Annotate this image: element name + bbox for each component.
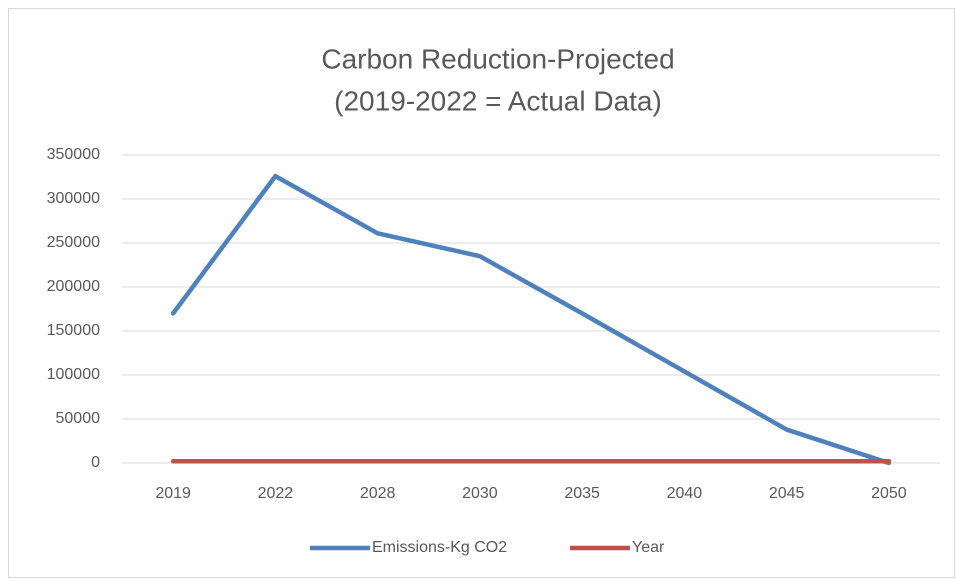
chart-title: Carbon Reduction-Projected [321,43,674,74]
x-tick-label: 2035 [564,485,600,502]
x-tick-label: 2028 [360,485,396,502]
x-tick-label: 2045 [769,485,805,502]
y-tick-label: 300000 [47,190,100,207]
chart-border [8,8,955,578]
legend-label: Emissions-Kg CO2 [372,539,507,556]
x-tick-label: 2022 [258,485,294,502]
y-tick-label: 0 [91,454,100,471]
x-tick-label: 2030 [462,485,498,502]
chart-title: (2019-2022 = Actual Data) [334,85,662,116]
series-line [170,173,892,466]
y-tick-label: 50000 [56,410,101,427]
y-tick-label: 250000 [47,234,100,251]
y-tick-label: 200000 [47,278,100,295]
legend-label: Year [632,539,665,556]
x-tick-label: 2040 [667,485,703,502]
x-tick-label: 2019 [155,485,191,502]
y-tick-label: 100000 [47,366,100,383]
y-tick-label: 150000 [47,322,100,339]
y-tick-label: 350000 [47,146,100,163]
x-tick-label: 2050 [871,485,907,502]
